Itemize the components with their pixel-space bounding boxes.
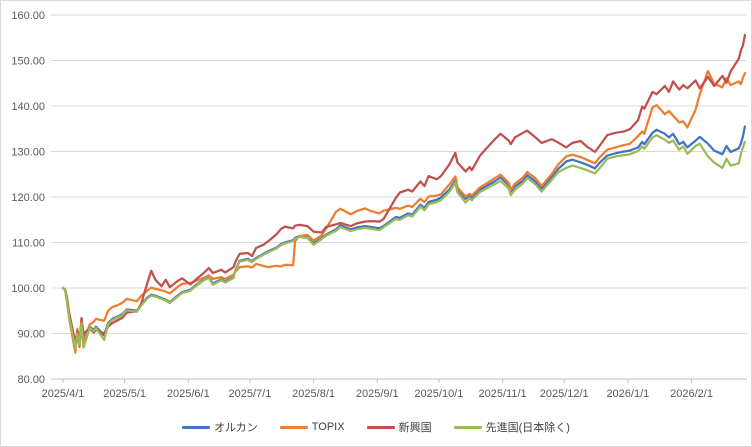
legend-label-emerging-markets: 新興国 <box>398 422 432 434</box>
legend-swatch-topix <box>279 425 308 429</box>
legend-item-topix[interactable]: TOPIX <box>279 421 345 433</box>
legend-item-all-country-orkan[interactable]: オルカン <box>182 419 258 435</box>
series-line-topix[interactable] <box>61 69 747 354</box>
y-axis-tick-label: 80.00 <box>17 374 45 386</box>
series-line-emerging-markets[interactable] <box>61 33 747 347</box>
chart-legend: オルカン TOPIX 新興国 先進国(日本除く) <box>1 415 751 439</box>
y-axis-tick-label: 130.00 <box>11 147 45 159</box>
legend-label-topix: TOPIX <box>311 421 345 433</box>
x-axis-tick-label: 2025/9/1 <box>356 388 399 400</box>
y-axis-tick-label: 160.00 <box>11 10 45 22</box>
x-axis-tick-label: 2025/10/1 <box>414 388 463 400</box>
series-line-all-country-orkan[interactable] <box>61 125 747 348</box>
x-axis-tick-label: 2026/1/1 <box>606 388 649 400</box>
series-line-developed-ex-japan[interactable] <box>61 133 747 350</box>
legend-item-emerging-markets[interactable]: 新興国 <box>366 419 432 435</box>
x-axis-tick-label: 2025/4/1 <box>42 388 85 400</box>
x-axis-tick-label: 2025/8/1 <box>292 388 335 400</box>
y-axis-tick-label: 90.00 <box>17 329 45 341</box>
y-axis-tick-label: 100.00 <box>11 283 45 295</box>
performance-line-chart[interactable]: 80.00 90.00 100.00 110.00 120.00 130.00 140.00… <box>1 1 752 413</box>
legend-item-developed-ex-japan[interactable]: 先進国(日本除く) <box>453 419 570 435</box>
x-axis-tick-label: 2026/2/1 <box>670 388 713 400</box>
legend-swatch-developed-ex-japan <box>453 425 482 429</box>
legend-label-developed-ex-japan: 先進国(日本除く) <box>485 422 570 434</box>
x-axis-tick-label: 2025/11/1 <box>479 388 527 400</box>
x-axis-tick-label: 2025/6/1 <box>167 388 210 400</box>
y-axis-tick-label: 150.00 <box>11 56 45 68</box>
legend-swatch-all-country-orkan <box>182 425 211 429</box>
y-axis-tick-label: 120.00 <box>11 192 45 204</box>
x-axis-tick-label: 2025/5/1 <box>103 388 146 400</box>
x-axis-tick-label: 2025/12/1 <box>540 388 589 400</box>
legend-label-all-country-orkan: オルカン <box>214 422 258 434</box>
legend-swatch-emerging-markets <box>366 425 395 429</box>
y-axis-tick-label: 110.00 <box>12 238 45 250</box>
x-axis-tick-label: 2025/7/1 <box>229 388 272 400</box>
y-axis-tick-label: 140.00 <box>11 101 45 113</box>
